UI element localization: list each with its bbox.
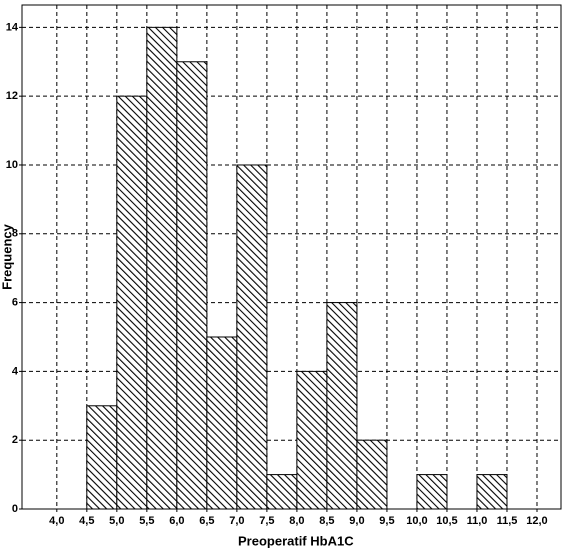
x-tick-label: 5,0 (109, 515, 124, 527)
bar (416, 474, 448, 510)
x-tick-label: 6,0 (169, 515, 184, 527)
y-axis-title: Frequency (0, 223, 14, 290)
bar (266, 474, 298, 510)
bar (356, 439, 388, 510)
x-tick-label: 5,5 (139, 515, 154, 527)
bar (236, 164, 268, 510)
x-tick-label: 8,5 (319, 515, 334, 527)
x-axis-title: Preoperatif HbA1C (238, 533, 354, 548)
x-tick-label: 10,0 (406, 515, 427, 527)
y-tick-label: 0 (12, 503, 18, 515)
y-tick-label: 8 (12, 228, 18, 240)
x-tick-label: 11,0 (467, 515, 488, 527)
x-tick-label: 9,5 (379, 515, 394, 527)
y-tick-label: 10 (6, 159, 18, 171)
y-tick-label: 14 (6, 21, 19, 33)
bar (116, 95, 148, 510)
y-tick-label: 6 (12, 296, 18, 308)
bar (146, 26, 178, 510)
y-tick-label: 2 (12, 434, 18, 446)
x-tick-label: 6,5 (199, 515, 214, 527)
x-tick-label: 7,0 (229, 515, 244, 527)
bar (206, 336, 238, 510)
bar (476, 474, 508, 510)
bar (176, 61, 208, 510)
bar (326, 302, 358, 510)
x-tick-label: 12,0 (526, 515, 547, 527)
y-tick-label: 12 (6, 90, 18, 102)
x-tick-label: 4,5 (79, 515, 94, 527)
x-tick-label: 9,0 (349, 515, 364, 527)
x-tick-label: 4,0 (49, 515, 64, 527)
bar (86, 405, 118, 510)
x-tick-label: 7,5 (259, 515, 274, 527)
bar (296, 370, 328, 510)
y-tick-label: 4 (12, 365, 19, 377)
x-tick-label: 11,5 (497, 515, 518, 527)
x-tick-label: 8,0 (289, 515, 304, 527)
plot-border (21, 4, 562, 510)
x-tick-label: 10,5 (436, 515, 457, 527)
